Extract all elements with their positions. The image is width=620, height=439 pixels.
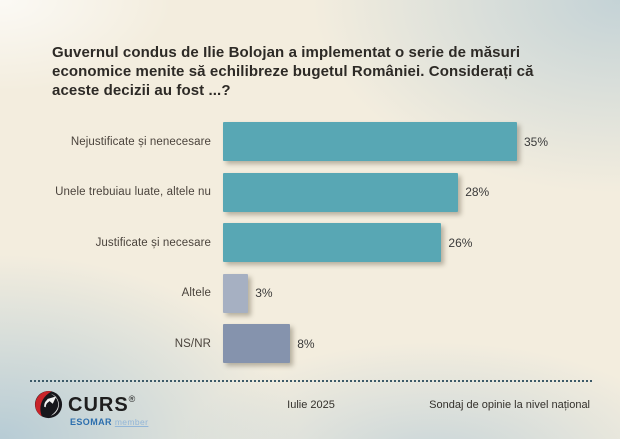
value-label: 26%	[448, 235, 473, 250]
bar-chart: Nejustificate și nenecesare 35% Unele treb…	[0, 122, 620, 375]
bar	[223, 324, 291, 363]
curs-logo-text: CURS® ESOMAR member	[68, 389, 148, 427]
chart-row: NS/NR 8%	[0, 324, 620, 363]
chart-row: Unele trebuiau luate, altele nu 28%	[0, 172, 620, 212]
chart-row: Nejustificate și nenecesare 35%	[0, 122, 620, 161]
registered-mark: ®	[128, 394, 136, 404]
curs-brand-name: CURS®	[68, 394, 136, 416]
bar	[223, 172, 459, 212]
category-label: Nejustificate și nenecesare	[70, 135, 211, 148]
bar-area: 35%	[223, 122, 548, 161]
bar-area: 8%	[223, 324, 315, 363]
chart-row: Altele 3%	[0, 273, 620, 313]
esomar-label: ESOMAR	[70, 417, 112, 427]
curs-logo-icon	[34, 390, 63, 419]
curs-logo: CURS® ESOMAR member	[33, 389, 148, 427]
survey-scope-note: Sondaj de opinie la nivel național	[429, 399, 590, 411]
category-label: Altele	[181, 287, 211, 299]
footer-divider	[30, 380, 592, 382]
bar-area: 3%	[223, 273, 273, 313]
chart-title: Guvernul condus de Ilie Bolojan a implem…	[52, 43, 562, 100]
category-label: NS/NR	[174, 337, 211, 350]
chart-title-line-3: aceste decizii au fost ...?	[52, 82, 231, 99]
esomar-member-line: ESOMAR member	[70, 417, 148, 427]
footer: CURS® ESOMAR member Iulie 2025 Sondaj de…	[33, 389, 590, 433]
value-label: 8%	[297, 336, 315, 351]
bar	[223, 223, 442, 262]
bar-area: 26%	[223, 223, 472, 262]
category-label: Unele trebuiau luate, altele nu	[55, 186, 211, 198]
chart-title-line-2: economice menite să echilibreze bugetul …	[52, 63, 534, 80]
chart-row: Justificate și necesare 26%	[0, 223, 620, 262]
value-label: 35%	[524, 134, 549, 149]
member-label: member	[114, 417, 149, 427]
bar	[223, 122, 517, 161]
value-label: 3%	[255, 286, 273, 300]
bar	[223, 273, 249, 313]
bar-area: 28%	[223, 172, 490, 212]
value-label: 28%	[465, 185, 490, 199]
survey-date: Iulie 2025	[287, 399, 335, 411]
category-label: Justificate și necesare	[95, 236, 211, 249]
chart-title-line-1: Guvernul condus de Ilie Bolojan a implem…	[52, 44, 521, 61]
